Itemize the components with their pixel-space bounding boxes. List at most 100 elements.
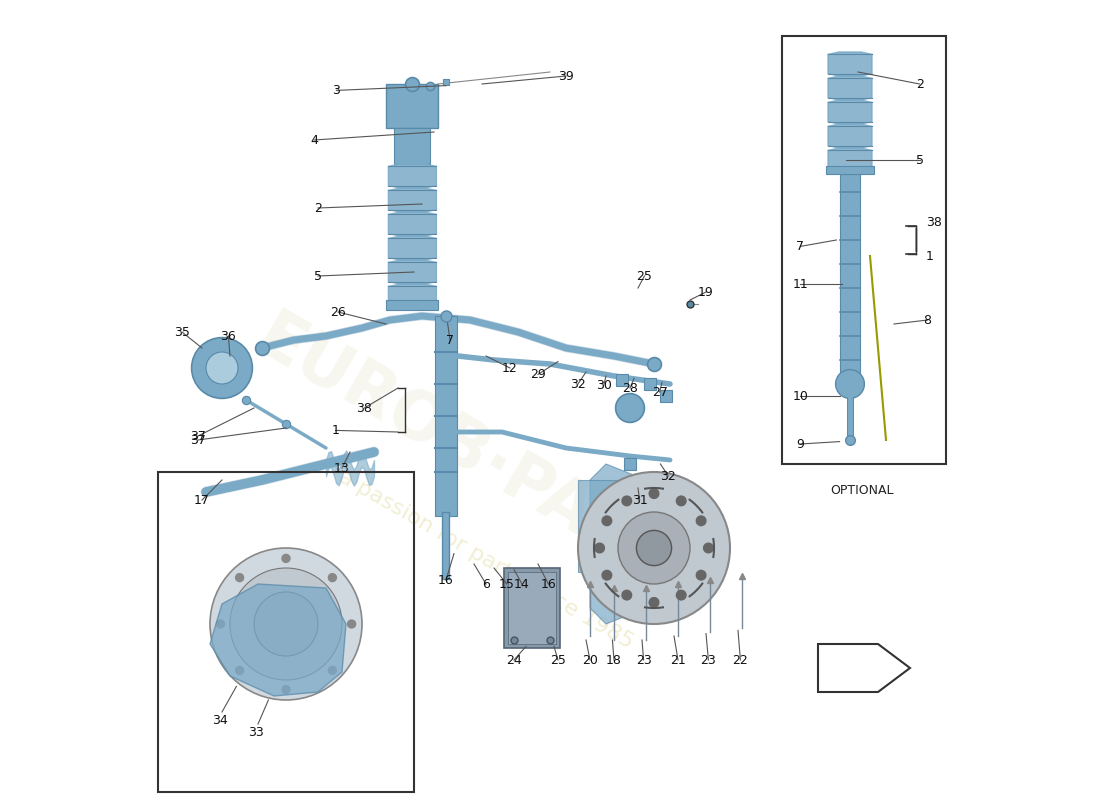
Circle shape — [282, 554, 290, 562]
Polygon shape — [828, 100, 872, 124]
Text: 27: 27 — [651, 386, 668, 398]
Text: 31: 31 — [631, 494, 648, 506]
Circle shape — [836, 370, 865, 398]
Circle shape — [696, 570, 706, 580]
Text: 32: 32 — [570, 378, 586, 390]
Circle shape — [254, 592, 318, 656]
Text: 17: 17 — [194, 494, 210, 506]
Text: OPTIONAL: OPTIONAL — [830, 484, 893, 497]
Text: 25: 25 — [637, 270, 652, 282]
Text: 20: 20 — [582, 654, 598, 666]
Text: 3: 3 — [332, 84, 340, 97]
Polygon shape — [828, 76, 872, 100]
Text: 39: 39 — [558, 70, 574, 82]
Text: 25: 25 — [550, 654, 565, 666]
Text: 4: 4 — [310, 134, 318, 146]
Text: a passion for parts since 1985: a passion for parts since 1985 — [336, 467, 637, 653]
Circle shape — [602, 570, 612, 580]
Text: 1: 1 — [332, 424, 340, 437]
Text: 23: 23 — [701, 654, 716, 666]
Circle shape — [649, 489, 659, 498]
Bar — [505, 568, 560, 648]
Bar — [782, 36, 946, 464]
Circle shape — [616, 394, 645, 422]
Text: 8: 8 — [924, 314, 932, 326]
Circle shape — [649, 598, 659, 607]
Text: 10: 10 — [792, 390, 808, 402]
Text: 29: 29 — [530, 368, 546, 381]
Text: 36: 36 — [220, 330, 236, 342]
Circle shape — [235, 666, 243, 674]
Text: 16: 16 — [540, 578, 557, 590]
Text: 37: 37 — [190, 434, 206, 446]
Text: 18: 18 — [606, 654, 621, 666]
Polygon shape — [828, 148, 872, 172]
Bar — [386, 84, 438, 128]
Bar — [508, 572, 557, 644]
Circle shape — [329, 666, 337, 674]
Circle shape — [595, 543, 604, 553]
Text: 37: 37 — [190, 430, 206, 442]
Circle shape — [618, 512, 690, 584]
Text: 2: 2 — [915, 78, 924, 90]
Circle shape — [676, 496, 686, 506]
Text: 19: 19 — [698, 286, 714, 298]
Polygon shape — [388, 164, 437, 188]
Circle shape — [235, 574, 243, 582]
Polygon shape — [388, 260, 437, 284]
Text: 35: 35 — [174, 326, 190, 338]
Circle shape — [206, 352, 238, 384]
Text: 2: 2 — [315, 202, 322, 214]
Circle shape — [696, 516, 706, 526]
Circle shape — [621, 496, 631, 506]
Text: 12: 12 — [502, 362, 518, 374]
Polygon shape — [388, 236, 437, 260]
Text: 16: 16 — [438, 574, 454, 586]
Text: EUROB·PARTS: EUROB·PARTS — [244, 306, 727, 622]
Circle shape — [329, 574, 337, 582]
Bar — [394, 128, 430, 164]
Text: 38: 38 — [356, 402, 372, 414]
Text: 30: 30 — [596, 379, 612, 392]
Text: 13: 13 — [334, 462, 350, 474]
Text: 7: 7 — [446, 334, 454, 346]
Bar — [158, 472, 414, 792]
Polygon shape — [590, 464, 646, 624]
Text: 7: 7 — [796, 240, 804, 253]
Polygon shape — [388, 212, 437, 236]
Bar — [386, 300, 438, 310]
Circle shape — [348, 620, 355, 628]
Circle shape — [217, 620, 224, 628]
Polygon shape — [828, 124, 872, 148]
Polygon shape — [388, 284, 437, 308]
Polygon shape — [210, 584, 346, 696]
Text: 14: 14 — [514, 578, 530, 590]
Circle shape — [704, 543, 713, 553]
Text: 9: 9 — [796, 438, 804, 450]
Circle shape — [282, 686, 290, 694]
Polygon shape — [828, 52, 872, 76]
Circle shape — [637, 530, 672, 566]
Text: 1: 1 — [926, 250, 934, 262]
Text: 6: 6 — [482, 578, 490, 590]
Text: 11: 11 — [792, 278, 808, 290]
Text: 22: 22 — [733, 654, 748, 666]
Text: 21: 21 — [670, 654, 686, 666]
Text: 33: 33 — [249, 726, 264, 738]
Text: 28: 28 — [623, 382, 638, 394]
Text: 32: 32 — [660, 470, 676, 482]
Circle shape — [621, 590, 631, 600]
Circle shape — [230, 568, 342, 680]
Text: 26: 26 — [330, 306, 345, 318]
Bar — [578, 480, 621, 572]
Text: 38: 38 — [926, 216, 942, 229]
Text: 34: 34 — [211, 714, 228, 726]
Text: 5: 5 — [314, 270, 322, 282]
Text: 15: 15 — [499, 578, 515, 590]
Circle shape — [602, 516, 612, 526]
Text: 24: 24 — [506, 654, 521, 666]
Bar — [434, 316, 458, 516]
Text: 23: 23 — [636, 654, 651, 666]
Circle shape — [210, 548, 362, 700]
Circle shape — [191, 338, 252, 398]
